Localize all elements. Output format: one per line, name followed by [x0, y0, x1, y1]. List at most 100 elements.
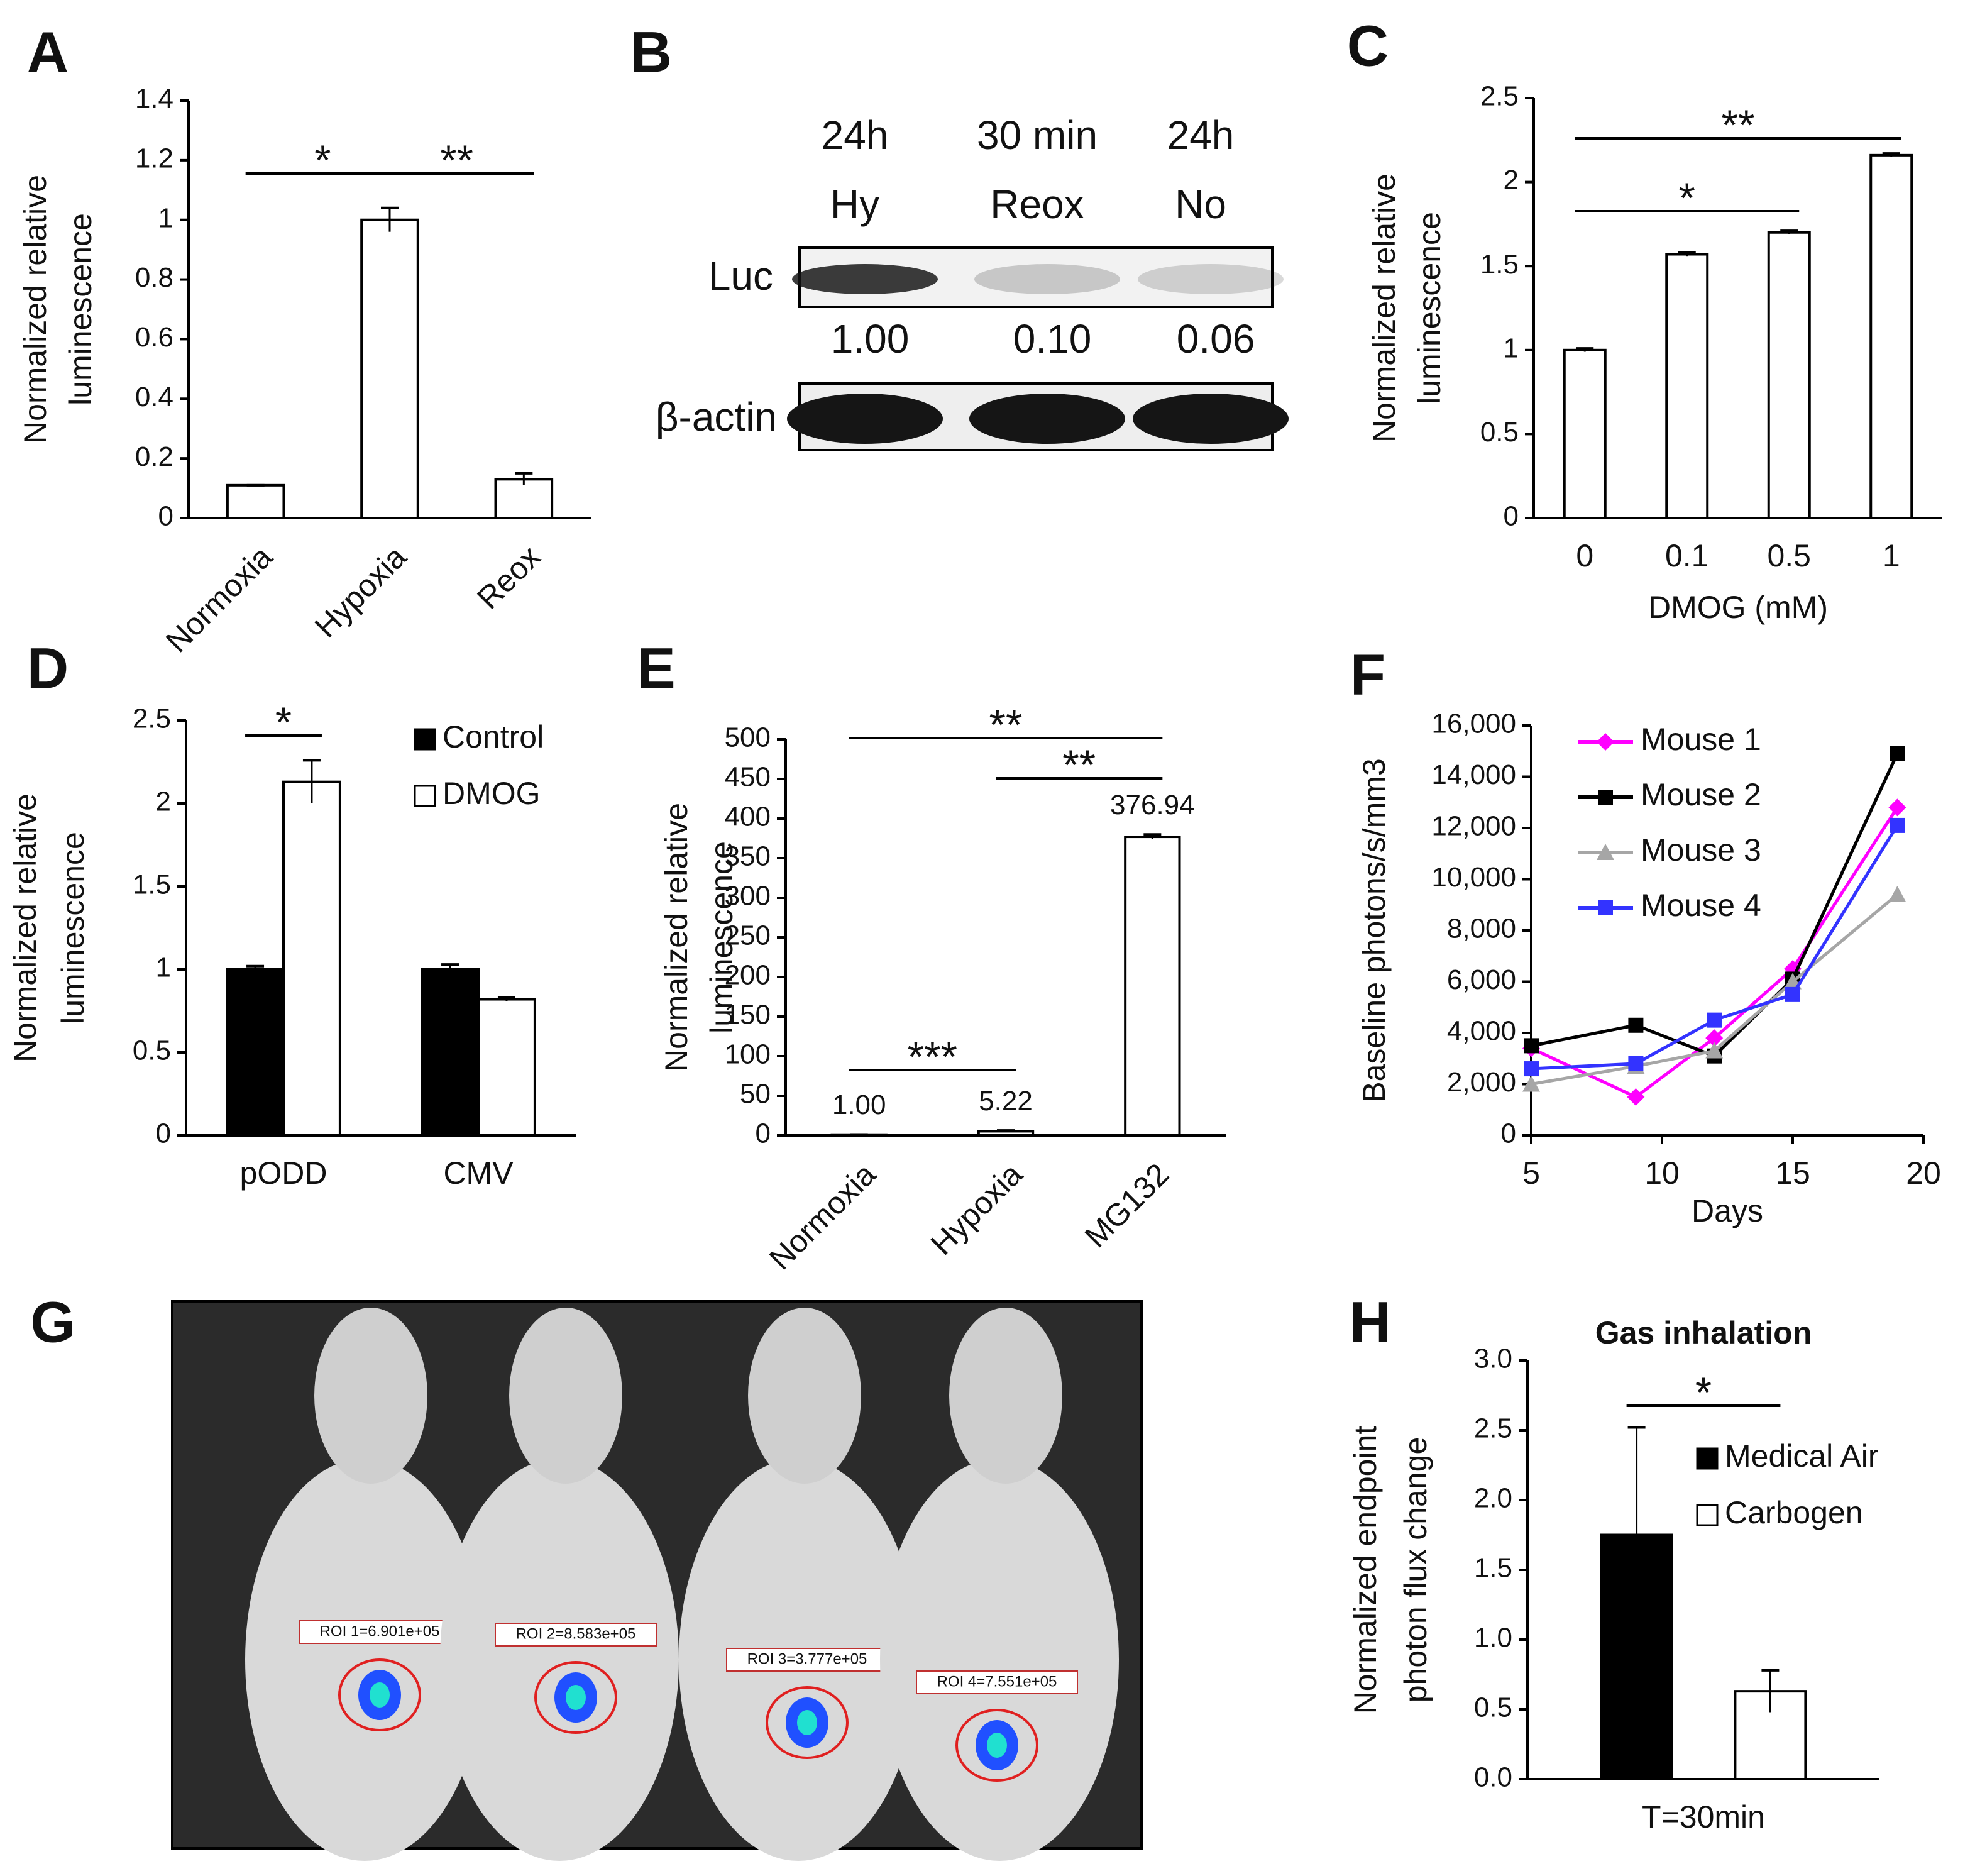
panel-letter: H	[1350, 1290, 1391, 1354]
x-tick-label: 10	[1644, 1156, 1680, 1191]
mouse-head	[949, 1308, 1062, 1484]
panel-letter: C	[1347, 14, 1389, 78]
value-label: 1.00	[832, 1090, 886, 1120]
column-label: 24h	[1167, 113, 1235, 158]
y-tick-label: 1	[1504, 333, 1519, 363]
y-tick-label: 1.4	[135, 84, 173, 114]
legend-label: Mouse 3	[1641, 832, 1761, 868]
y-tick-label: 2.5	[1474, 1413, 1512, 1444]
significance-label: *	[314, 136, 331, 184]
legend-swatch	[414, 728, 436, 751]
legend-label: Mouse 1	[1641, 722, 1761, 757]
column-label: 24h	[822, 113, 889, 158]
point	[1785, 986, 1800, 1002]
y-tick-label: 1	[156, 952, 171, 983]
y-tick-label: 350	[725, 841, 771, 872]
value-label: 376.94	[1110, 790, 1195, 820]
y-axis-label: Normalized relative	[659, 803, 694, 1072]
y-tick-label: 0.0	[1474, 1762, 1512, 1793]
y-tick-label: 8,000	[1447, 913, 1516, 944]
y-axis-label: Normalized endpoint	[1348, 1426, 1383, 1714]
mouse-head	[314, 1308, 427, 1484]
significance-label: **	[1722, 101, 1755, 149]
x-tick-label: Hypoxia	[924, 1156, 1029, 1261]
legend-label: Carbogen	[1725, 1495, 1863, 1530]
y-tick-label: 0	[156, 1118, 171, 1149]
actin-band	[969, 394, 1125, 444]
y-tick-label: 1.5	[1480, 249, 1519, 280]
band	[974, 264, 1120, 294]
y-axis-label: Baseline photons/s/mm3	[1356, 758, 1392, 1103]
y-tick-label: 1.2	[135, 143, 173, 174]
x-tick-label: CMV	[443, 1156, 514, 1191]
y-tick-label: 400	[725, 802, 771, 832]
y-tick-label: 0	[756, 1118, 771, 1149]
point	[1524, 1038, 1539, 1054]
y-tick-label: 500	[725, 722, 771, 753]
chart-title: Gas inhalation	[1595, 1315, 1812, 1350]
panel-letter: A	[27, 20, 69, 84]
y-axis-label: luminescence	[63, 213, 98, 406]
point	[1522, 1075, 1540, 1092]
mouse-head	[748, 1308, 861, 1484]
y-tick-label: 2	[1504, 165, 1519, 196]
point	[1628, 1017, 1644, 1033]
roi-label: ROI 2=8.583e+05	[516, 1625, 636, 1642]
y-axis-label: Normalized relative	[1367, 174, 1402, 443]
significance-label: *	[275, 698, 292, 746]
y-axis-label: Normalized relative	[18, 175, 53, 444]
y-tick-label: 0.5	[1474, 1692, 1512, 1723]
y-tick-label: 2.5	[133, 704, 171, 734]
column-label: 30 min	[977, 113, 1098, 158]
band-value: 1.00	[831, 316, 910, 361]
bar	[360, 218, 419, 519]
y-tick-label: 10,000	[1431, 862, 1516, 893]
roi-label: ROI 4=7.551e+05	[937, 1673, 1057, 1690]
y-axis-label: luminescence	[1412, 212, 1447, 404]
roi-circle	[338, 1658, 421, 1731]
y-tick-label: 0.6	[135, 322, 173, 353]
x-tick-label: 0.1	[1665, 538, 1709, 573]
y-tick-label: 200	[725, 960, 771, 991]
column-label: No	[1175, 182, 1226, 227]
mouse-body	[440, 1459, 679, 1861]
y-tick-label: 0	[1501, 1118, 1516, 1149]
legend-marker	[1597, 733, 1614, 751]
y-tick-label: 2.5	[1480, 81, 1519, 112]
roi-circle	[955, 1709, 1038, 1782]
row-label: β-actin	[656, 394, 777, 439]
significance-label: *	[1695, 1369, 1712, 1416]
y-tick-label: 12,000	[1431, 811, 1516, 842]
y-axis-label: Normalized relative	[8, 793, 43, 1062]
point	[1890, 746, 1905, 761]
roi-label: ROI 1=6.901e+05	[320, 1623, 440, 1640]
legend-swatch	[1696, 1504, 1719, 1526]
band	[1138, 264, 1284, 294]
actin-band	[787, 394, 943, 444]
bar	[1563, 348, 1607, 519]
band-value: 0.10	[1013, 316, 1092, 361]
y-tick-label: 2,000	[1447, 1067, 1516, 1098]
point	[1888, 798, 1906, 817]
bar	[477, 998, 536, 1137]
actin-band	[1133, 394, 1289, 444]
point	[1707, 1012, 1722, 1028]
x-tick-label: 15	[1775, 1156, 1810, 1191]
signal-core	[370, 1682, 390, 1708]
x-tick-label: pODD	[240, 1156, 327, 1191]
y-tick-label: 150	[725, 1000, 771, 1030]
legend-marker	[1598, 900, 1613, 915]
x-tick-label: 0	[1576, 538, 1593, 573]
y-tick-label: 0	[1504, 501, 1519, 532]
legend-swatch	[1696, 1447, 1719, 1470]
significance-label: **	[440, 136, 473, 184]
y-tick-label: 50	[740, 1079, 771, 1110]
column-label: Hy	[830, 182, 879, 227]
panel-letter: E	[637, 636, 675, 700]
y-axis-label: luminescence	[704, 841, 739, 1034]
y-tick-label: 450	[725, 762, 771, 793]
point	[1890, 817, 1905, 833]
panel-letter: F	[1350, 643, 1385, 707]
value-label: 5.22	[979, 1086, 1033, 1117]
y-tick-label: 250	[725, 920, 771, 951]
